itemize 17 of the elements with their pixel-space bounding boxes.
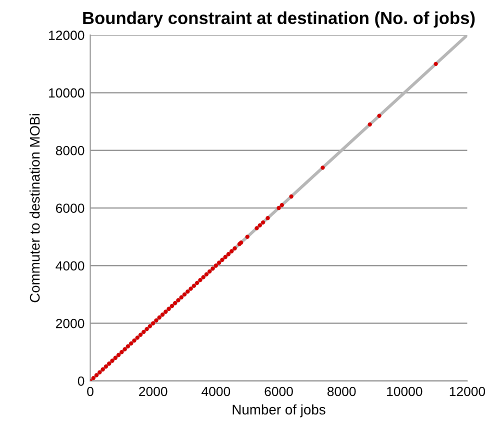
x-tick-label: 12000 bbox=[450, 386, 486, 396]
y-axis-title: Commuter to destination MOBi bbox=[30, 114, 40, 302]
x-axis-title: Number of jobs bbox=[232, 404, 326, 418]
x-tick-label: 4000 bbox=[202, 386, 230, 396]
y-tick-label: 4000 bbox=[56, 261, 84, 271]
y-tick-label: 12000 bbox=[49, 30, 84, 40]
x-tick-label: 2000 bbox=[139, 386, 168, 396]
y-tick-label: 0 bbox=[78, 376, 84, 386]
x-tick-label: 0 bbox=[87, 386, 94, 396]
y-tick-label: 6000 bbox=[56, 204, 84, 213]
x-tick-label: 6000 bbox=[264, 386, 293, 396]
x-tick-label: 8000 bbox=[327, 386, 356, 396]
chart-title: Boundary constraint at destination (No. of jobs) bbox=[83, 11, 475, 28]
y-tick-label: 2000 bbox=[56, 318, 84, 328]
y-tick-label: 10000 bbox=[49, 88, 84, 98]
x-tick-label: 10000 bbox=[387, 386, 422, 396]
y-tick-label: 8000 bbox=[56, 146, 84, 156]
